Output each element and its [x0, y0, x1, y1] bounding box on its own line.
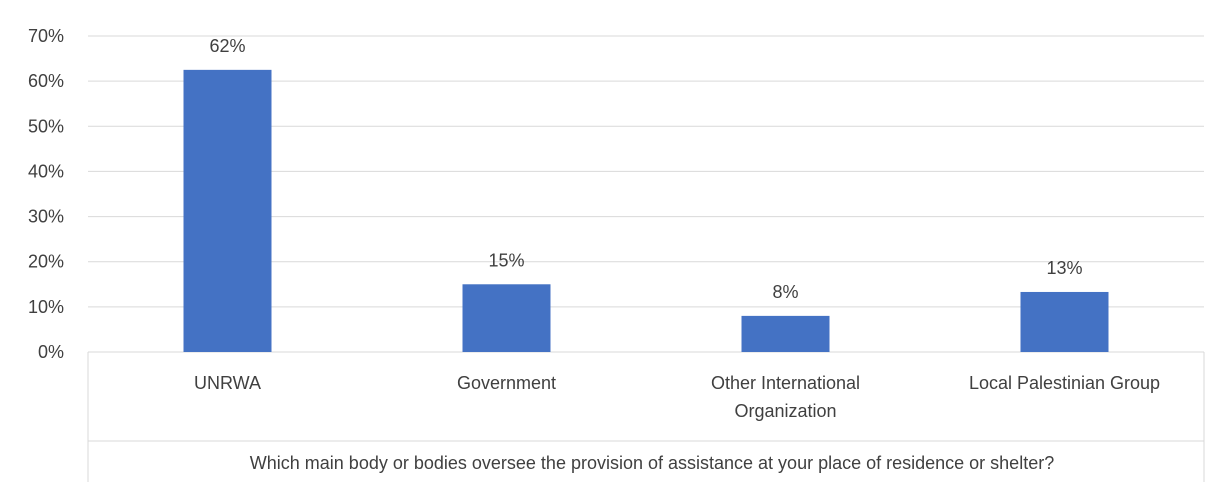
- y-tick-label: 20%: [28, 252, 64, 272]
- data-label: 8%: [772, 282, 798, 302]
- bar: [741, 315, 830, 352]
- data-labels: 62% 15% 8% 13%: [209, 36, 1082, 302]
- x-tick-label: Organization: [734, 401, 836, 421]
- x-axis-ticks: UNRWA Government Other International Organi…: [194, 373, 1160, 421]
- y-tick-label: 50%: [28, 116, 64, 136]
- data-label: 62%: [209, 36, 245, 56]
- y-tick-label: 60%: [28, 71, 64, 91]
- y-axis-ticks: 0% 10% 20% 30% 40% 50% 60% 70%: [28, 26, 64, 362]
- y-tick-label: 30%: [28, 207, 64, 227]
- bar: [1020, 291, 1109, 352]
- x-tick-label: Local Palestinian Group: [969, 373, 1160, 393]
- y-tick-label: 70%: [28, 26, 64, 46]
- x-tick-label: UNRWA: [194, 373, 261, 393]
- bar: [462, 284, 551, 352]
- bars: [183, 69, 1109, 352]
- gridlines: [88, 35, 1204, 353]
- y-tick-label: 40%: [28, 161, 64, 181]
- x-tick-label: Government: [457, 373, 556, 393]
- x-axis-title: Which main body or bodies oversee the pr…: [250, 453, 1054, 473]
- data-label: 13%: [1046, 258, 1082, 278]
- category-frame: [87, 352, 1205, 482]
- bar: [183, 69, 272, 352]
- y-tick-label: 0%: [38, 342, 64, 362]
- x-tick-label: Other International: [711, 373, 860, 393]
- data-label: 15%: [488, 250, 524, 270]
- y-tick-label: 10%: [28, 297, 64, 317]
